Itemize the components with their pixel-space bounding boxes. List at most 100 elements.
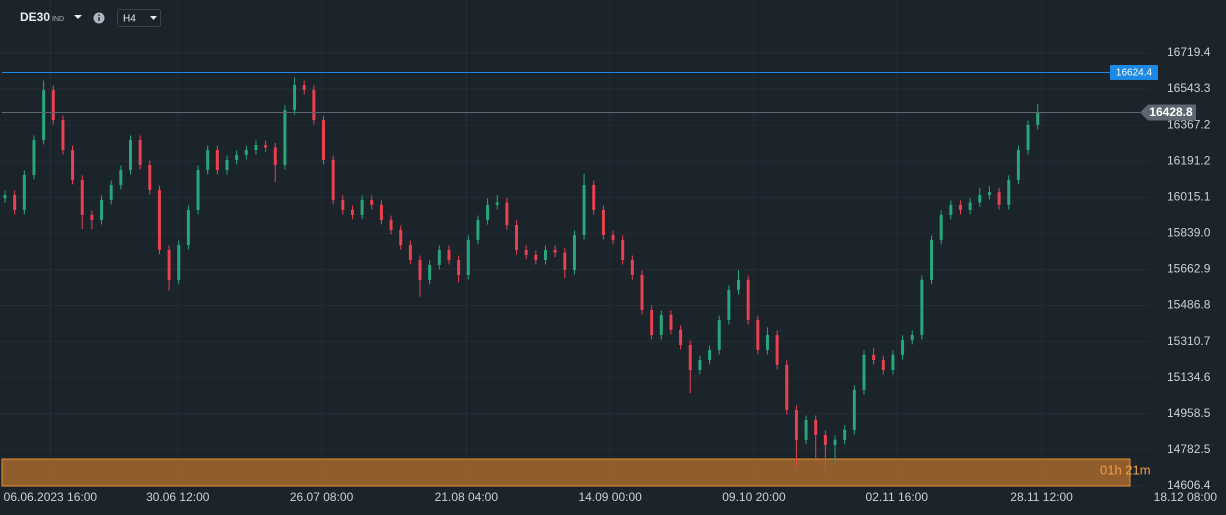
candle-body <box>630 259 634 275</box>
candle-body <box>51 89 55 121</box>
x-tick-label: 26.07 08:00 <box>290 490 354 504</box>
candle-body <box>322 120 326 161</box>
timeframe-dropdown[interactable] <box>150 16 157 20</box>
x-tick-label: 28.11 12:00 <box>1010 490 1073 504</box>
candle-body <box>1007 179 1011 205</box>
candle-body <box>13 195 17 211</box>
candle-body <box>958 204 962 211</box>
candle-body <box>746 279 750 321</box>
timer: 01h 21m <box>1100 462 1151 477</box>
candle-body <box>930 239 934 280</box>
candle-body <box>495 202 499 205</box>
candle-body <box>679 329 683 346</box>
candle-body <box>61 120 65 150</box>
candle-body <box>582 185 586 235</box>
symbol-dropdown[interactable] <box>74 15 82 19</box>
candle-body <box>437 249 441 265</box>
candle-body <box>476 220 480 240</box>
x-tick-label: 14.09 00:00 <box>578 490 642 504</box>
candle-body <box>659 314 663 335</box>
candle-body <box>119 170 123 186</box>
candle-body <box>765 334 769 350</box>
plot <box>3 77 1040 475</box>
candle-body <box>910 334 914 340</box>
candle-body <box>167 249 171 280</box>
candle-body <box>370 199 374 205</box>
candle-body <box>186 210 190 246</box>
candle-body <box>90 214 94 221</box>
candle-body <box>1016 149 1020 180</box>
level-label-box <box>1110 64 1158 80</box>
candle-body <box>920 279 924 335</box>
y-tick-label: 14606.4 <box>1167 478 1211 492</box>
candle-body <box>833 439 837 445</box>
x-tick-label: 18.12 08:00 <box>1154 490 1218 504</box>
candle-body <box>862 354 866 390</box>
candle-body <box>949 204 953 215</box>
candle-body <box>611 234 615 240</box>
candle-body <box>215 149 219 171</box>
x-tick-label: 06.06.2023 16:00 <box>4 490 98 504</box>
candle-body <box>1036 112 1040 125</box>
x-tick-label: 21.08 04:00 <box>435 490 499 504</box>
candle-body <box>157 189 161 250</box>
candle-body <box>843 429 847 440</box>
candle-body <box>505 202 509 225</box>
candle-body <box>3 195 7 199</box>
candle-body <box>669 314 673 330</box>
candle-body <box>42 89 46 140</box>
y-tick-label: 15662.9 <box>1167 262 1211 276</box>
candle-body <box>553 249 557 253</box>
y-tick-label: 15486.8 <box>1167 298 1211 312</box>
candle-body <box>804 420 808 440</box>
candle-body <box>379 204 383 221</box>
candle-body <box>447 249 451 260</box>
level-label: 16624.4 <box>1116 68 1153 79</box>
symbol[interactable]: DE30 <box>20 10 50 24</box>
candle-body <box>650 309 654 335</box>
y-tick-label: 16015.1 <box>1167 189 1211 203</box>
candle-body <box>138 139 142 165</box>
x-tick-label: 02.11 16:00 <box>866 490 929 504</box>
candle-body <box>225 160 229 171</box>
market: IND <box>52 16 64 23</box>
candle-body <box>881 359 885 371</box>
candle-body <box>22 174 26 211</box>
candle-body <box>785 364 789 410</box>
candle-body <box>206 149 210 171</box>
candle-body <box>264 145 268 148</box>
candle-body <box>756 320 760 350</box>
candle-body <box>350 210 354 215</box>
candle-body <box>283 110 287 165</box>
candle-body <box>399 229 403 246</box>
candle-body <box>640 274 644 310</box>
candle-body <box>978 195 982 203</box>
timer-zone <box>1 458 1131 487</box>
y-tick-label: 16543.3 <box>1167 81 1211 95</box>
timeframe-box[interactable] <box>117 9 161 27</box>
candle-body <box>389 220 393 230</box>
candle-body <box>312 89 316 121</box>
last-price-label: 16428.8 <box>1149 105 1193 119</box>
candle-body <box>457 259 461 275</box>
y-tick-label: 16191.2 <box>1167 153 1211 167</box>
candle-body <box>196 170 200 211</box>
candle-body <box>775 334 779 365</box>
candle-body <box>128 139 132 171</box>
candle-body <box>891 354 895 371</box>
y-tick-label: 16719.4 <box>1167 45 1211 59</box>
y-tick-label: 14958.5 <box>1167 406 1211 420</box>
candle-body <box>543 249 547 260</box>
candle-body <box>244 149 248 155</box>
x-tick-label: 30.06 12:00 <box>146 490 210 504</box>
last-price-tag <box>1140 104 1196 121</box>
candle-body <box>717 320 721 350</box>
candle-body <box>563 252 567 271</box>
candle-body <box>698 359 702 371</box>
candle-body <box>939 214 943 240</box>
candle-body <box>968 202 972 211</box>
candle-body <box>235 154 239 161</box>
candle-body <box>341 199 345 211</box>
